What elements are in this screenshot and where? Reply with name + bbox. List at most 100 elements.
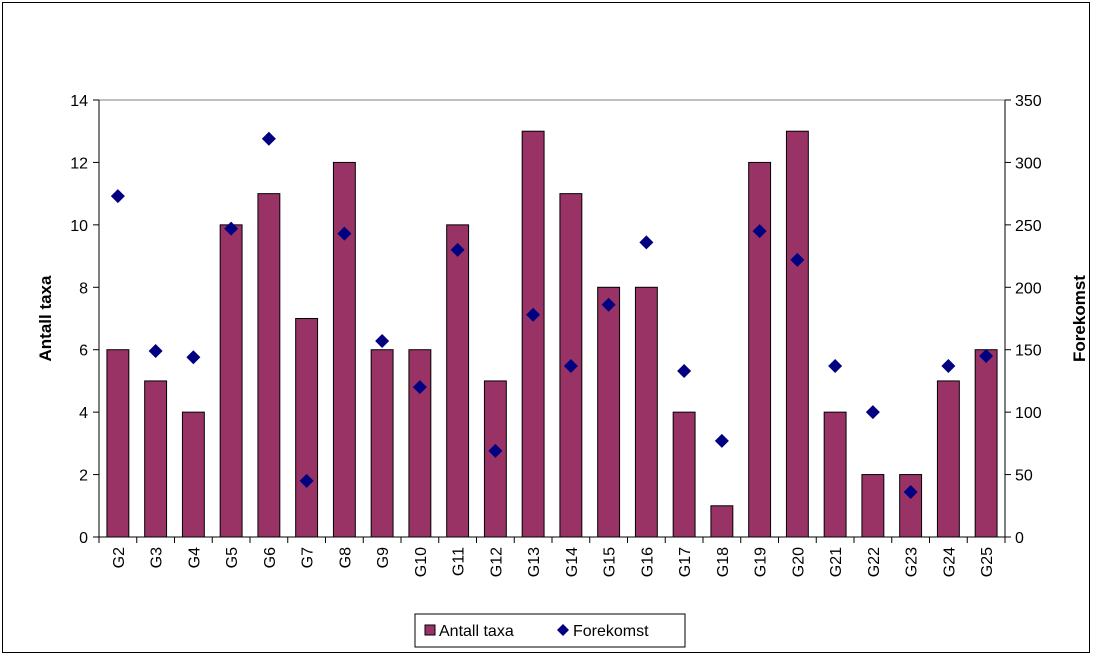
bar-g2 <box>106 349 130 538</box>
marker-g10 <box>412 380 427 395</box>
bar-g3 <box>144 380 168 538</box>
bar-g25 <box>974 349 998 538</box>
bar-g6 <box>257 193 281 538</box>
y2-tick-label: 100 <box>1015 405 1042 422</box>
bar-g16 <box>634 286 658 538</box>
bar-g8 <box>332 161 356 538</box>
plot-border <box>98 99 1006 538</box>
x-tick-label: G18 <box>715 547 732 577</box>
marker-g23 <box>903 485 918 500</box>
bars-group <box>106 130 998 538</box>
x-tick-label: G22 <box>866 547 883 577</box>
bar-g19 <box>748 161 772 538</box>
bar-g7 <box>295 318 319 538</box>
marker-g17 <box>677 363 692 378</box>
y2-tick-label: 50 <box>1015 468 1033 485</box>
bar-g13 <box>521 130 545 538</box>
bar-g12 <box>483 380 507 538</box>
marker-g12 <box>488 443 503 458</box>
y2-tick-label: 350 <box>1015 93 1042 110</box>
marker-g3 <box>148 343 163 358</box>
bar-g20 <box>785 130 809 538</box>
x-tick-label: G2 <box>111 547 128 568</box>
bar-g18 <box>710 505 734 538</box>
x-tick-label: G24 <box>941 547 958 577</box>
y-tick-label: 0 <box>79 530 88 547</box>
bar-g21 <box>823 411 847 538</box>
y-axis-title: Antall taxa <box>36 275 55 362</box>
marker-g22 <box>865 405 880 420</box>
bar-g24 <box>936 380 960 538</box>
x-tick-label: G13 <box>526 547 543 577</box>
legend: Antall taxa Forekomst <box>414 613 686 648</box>
x-tick-label: G3 <box>149 547 166 568</box>
marker-g4 <box>186 350 201 365</box>
bar-g4 <box>181 411 205 538</box>
x-tick-label: G10 <box>413 547 430 577</box>
legend-swatch-forekomst <box>557 624 569 636</box>
bar-g5 <box>219 224 243 538</box>
bar-g15 <box>597 286 621 538</box>
marker-g25 <box>979 348 994 363</box>
y-tick-label: 2 <box>79 468 88 485</box>
y-tick-label: 4 <box>79 405 88 422</box>
x-tick-label: G9 <box>375 547 392 568</box>
legend-box <box>414 613 686 648</box>
marker-g16 <box>639 235 654 250</box>
right-axis-ticks: 0 50 100 150 200 250 300 350 <box>1005 93 1042 547</box>
x-tick-label: G5 <box>224 547 241 568</box>
x-tick-label: G8 <box>337 547 354 568</box>
marker-g8 <box>337 226 352 241</box>
marker-g14 <box>563 358 578 373</box>
marker-g15 <box>601 297 616 312</box>
y-tick-label: 8 <box>79 280 88 297</box>
y2-tick-label: 250 <box>1015 218 1042 235</box>
x-tick-label: G16 <box>639 547 656 577</box>
marker-g21 <box>828 358 843 373</box>
x-tick-label: G17 <box>677 547 694 577</box>
x-tick-label: G6 <box>262 547 279 568</box>
x-tick-label: G4 <box>186 547 203 568</box>
marker-g9 <box>375 333 390 348</box>
bar-g17 <box>672 411 696 538</box>
y-tick-label: 14 <box>70 93 88 110</box>
x-tick-label: G19 <box>753 547 770 577</box>
y2-tick-label: 0 <box>1015 530 1024 547</box>
marker-g2 <box>110 189 125 204</box>
y2-tick-label: 150 <box>1015 343 1042 360</box>
x-tick-label: G7 <box>300 547 317 568</box>
y2-tick-label: 200 <box>1015 280 1042 297</box>
chart-svg: 0 2 4 6 8 10 12 14 0 50 100 150 200 250 300 350 G2 G3 G4… <box>36 93 1089 648</box>
marker-g18 <box>714 433 729 448</box>
marker-g24 <box>941 358 956 373</box>
y2-tick-label: 300 <box>1015 155 1042 172</box>
x-tick-label: G20 <box>790 547 807 577</box>
x-tick-label: G15 <box>602 547 619 577</box>
y-tick-label: 10 <box>70 218 88 235</box>
y-tick-label: 6 <box>79 343 88 360</box>
marker-g19 <box>752 224 767 239</box>
marker-g7 <box>299 473 314 488</box>
y-tick-label: 12 <box>70 155 88 172</box>
marker-g20 <box>790 252 805 267</box>
markers-group <box>110 131 994 500</box>
x-tick-label: G14 <box>564 547 581 577</box>
plot-area <box>98 99 1006 538</box>
marker-g11 <box>450 242 465 257</box>
legend-label-forekomst: Forekomst <box>573 623 649 640</box>
bar-g22 <box>861 474 885 538</box>
marker-g5 <box>224 221 239 236</box>
y2-axis-title: Forekomst <box>1070 275 1089 362</box>
legend-label-antall-taxa: Antall taxa <box>439 623 514 640</box>
x-tick-label: G21 <box>828 547 845 577</box>
bar-g23 <box>899 474 923 538</box>
left-axis-ticks: 0 2 4 6 8 10 12 14 <box>70 93 99 547</box>
x-tick-label: G11 <box>451 547 468 576</box>
category-axis-ticks: G2 G3 G4 G5 G6 G7 G8 G9 G10 G11 G12 G13 G14 G15 G16 G17… <box>98 537 1006 577</box>
bar-g10 <box>408 349 432 538</box>
legend-swatch-antall-taxa <box>424 624 436 636</box>
x-tick-label: G12 <box>488 547 505 577</box>
bar-g11 <box>446 224 470 538</box>
marker-g6 <box>261 131 276 146</box>
